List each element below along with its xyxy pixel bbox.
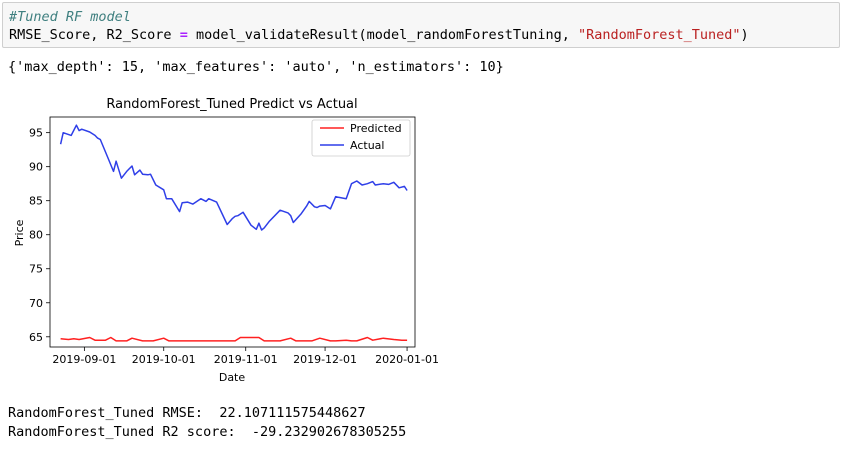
y-tick-label: 65 — [29, 331, 43, 344]
output-r2: RandomForest_Tuned R2 score: -29.2329026… — [8, 424, 407, 440]
legend-box — [311, 119, 411, 157]
code-text: model_validateResult(model_randomForestT… — [187, 27, 578, 43]
legend-label-actual: Actual — [350, 139, 384, 152]
y-tick-label: 90 — [29, 161, 43, 174]
y-tick-label: 80 — [29, 229, 43, 242]
code-text: ) — [740, 27, 749, 43]
x-tick-label: 2020-01-01 — [375, 353, 439, 366]
y-axis-label: Price — [13, 219, 26, 246]
code-operator: = — [179, 27, 188, 43]
y-tick-label: 70 — [29, 297, 43, 310]
y-tick-label: 95 — [29, 127, 43, 140]
code-comment: #Tuned RF model — [9, 9, 131, 25]
chart-title: RandomForest_Tuned Predict vs Actual — [106, 97, 357, 112]
output-rmse: RandomForest_Tuned RMSE: 22.107111575448… — [8, 405, 366, 421]
x-tick-label: 2019-10-01 — [132, 353, 196, 366]
code-text: RMSE_Score, R2_Score — [9, 27, 180, 43]
x-tick-label: 2019-09-01 — [52, 353, 116, 366]
x-tick-label: 2019-12-01 — [293, 353, 357, 366]
x-axis-label: Date — [219, 371, 246, 384]
legend-label-predicted: Predicted — [350, 122, 402, 135]
code-line-2: RMSE_Score, R2_Score = model_validateRes… — [9, 26, 833, 44]
x-tick-label: 2019-11-01 — [214, 353, 278, 366]
code-line-1: #Tuned RF model — [9, 8, 833, 26]
output-params: {'max_depth': 15, 'max_features': 'auto'… — [8, 59, 504, 75]
chart-legend: Predicted Actual — [311, 119, 411, 157]
line-chart: RandomForest_Tuned Predict vs Actual Pri… — [13, 97, 439, 384]
series-line-predicted — [60, 336, 408, 342]
series-line-actual — [59, 124, 408, 231]
code-cell-input[interactable]: #Tuned RF model RMSE_Score, R2_Score = m… — [2, 2, 840, 48]
y-tick-label: 85 — [29, 195, 43, 208]
code-string: "RandomForest_Tuned" — [577, 27, 741, 43]
y-tick-label: 75 — [29, 263, 43, 276]
plot-area-frame — [49, 116, 416, 348]
